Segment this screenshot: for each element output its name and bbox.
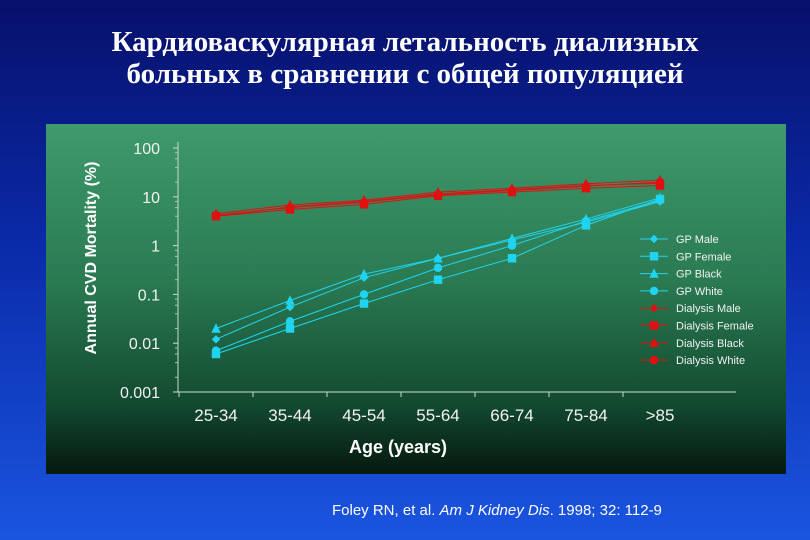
point-dialysis-white: [507, 186, 517, 195]
legend-label-gp-white: GP White: [676, 286, 723, 298]
point-gp-female: [507, 254, 517, 263]
point-dialysis-white: [581, 181, 591, 191]
point-gp-female: [285, 324, 295, 333]
legend-label-gp-female: GP Female: [676, 251, 731, 263]
x-tick-label: 25-34: [194, 406, 237, 425]
legend-label-dialysis-female: Dialysis Female: [676, 321, 754, 333]
y-tick-label: 0.001: [120, 385, 160, 402]
citation: Foley RN, et al. Am J Kidney Dis. 1998; …: [332, 502, 662, 519]
title-line-1: Кардиоваскулярная летальность диализных: [111, 26, 699, 58]
point-gp-male: [211, 335, 221, 344]
point-gp-white: [581, 216, 591, 226]
y-axis-title: Annual CVD Mortality (%): [83, 162, 100, 355]
point-gp-white: [433, 263, 443, 273]
y-tick-label: 1: [151, 239, 160, 256]
mortality-chart: 100 10 1 0.1 0.01 0.001 25-34 35-44 45-54 55-64 66…: [83, 141, 754, 457]
legend-label-dialysis-black: Dialysis Black: [676, 338, 744, 350]
point-gp-white: [655, 196, 665, 205]
x-tick-label: 66-74: [490, 406, 533, 425]
point-dialysis-white: [285, 203, 295, 212]
legend-marker-gp-white: [649, 286, 659, 296]
y-tick-label: 0.01: [129, 336, 160, 353]
legend-marker-dialysis-male: [649, 304, 659, 313]
series-line-gp-black: [215, 197, 661, 329]
point-gp-black: [285, 295, 295, 305]
point-gp-black: [211, 323, 221, 333]
legend-marker-gp-black: [649, 268, 659, 278]
citation-authors: Foley RN, et al.: [332, 502, 440, 519]
point-gp-white: [285, 317, 295, 326]
point-dialysis-white: [359, 197, 369, 207]
x-tick-label: 55-64: [416, 406, 459, 425]
x-tick-label: 35-44: [268, 406, 311, 425]
citation-details: . 1998; 32: 112-9: [549, 502, 662, 519]
legend-label-dialysis-white: Dialysis White: [676, 355, 745, 367]
point-gp-female: [359, 299, 369, 308]
title-line-2: больных в сравнении с общей популяцией: [126, 58, 684, 90]
point-dialysis-white: [655, 177, 665, 187]
point-gp-male: [285, 302, 295, 312]
y-tick-label: 0.1: [138, 287, 160, 304]
x-tick-label: >85: [646, 406, 675, 425]
point-gp-black: [507, 233, 517, 243]
x-axis-title: Age (years): [349, 437, 447, 457]
legend-marker-gp-female: [649, 252, 659, 261]
point-gp-white: [211, 346, 221, 355]
point-gp-female: [433, 275, 443, 284]
legend-label-gp-black: GP Black: [676, 269, 722, 281]
legend-label-dialysis-male: Dialysis Male: [676, 303, 741, 315]
point-gp-white: [359, 290, 369, 299]
point-dialysis-white: [211, 210, 221, 220]
y-tick-label: 100: [133, 141, 160, 158]
point-dialysis-white: [433, 190, 443, 199]
legend-marker-dialysis-white: [649, 355, 659, 365]
x-tick-label: 45-54: [342, 406, 385, 425]
legend-marker-gp-male: [649, 234, 659, 244]
citation-journal: Am J Kidney Dis: [439, 502, 550, 519]
legend-label-gp-male: GP Male: [676, 234, 719, 246]
x-tick-label: 75-84: [564, 406, 607, 425]
y-tick-label: 10: [142, 190, 160, 207]
point-gp-white: [507, 241, 517, 250]
legend-marker-dialysis-female: [649, 321, 659, 330]
legend-marker-dialysis-black: [649, 337, 659, 347]
point-gp-black: [359, 268, 369, 279]
point-gp-female: [581, 221, 591, 230]
point-gp-black: [433, 253, 443, 263]
slide-title: Кардиоваскулярная летальность диализных …: [0, 26, 810, 90]
